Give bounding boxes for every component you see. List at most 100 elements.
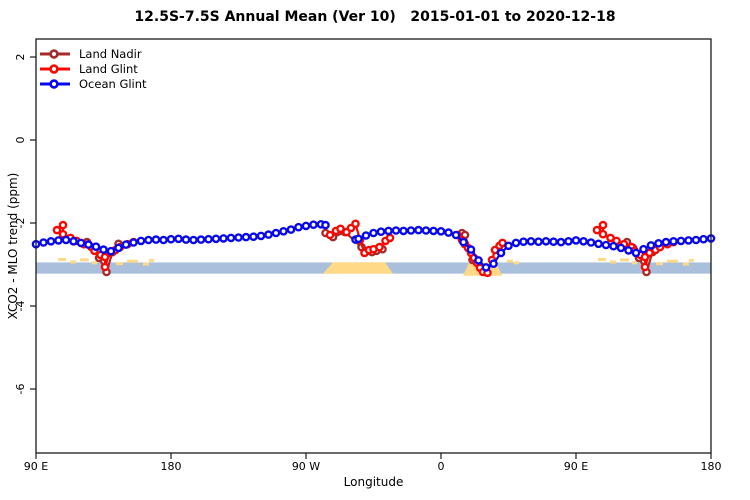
legend-label: Land Glint	[79, 61, 138, 76]
data-point-marker	[406, 226, 416, 235]
data-point-marker	[444, 228, 453, 237]
island-mark	[127, 259, 138, 263]
data-point-marker	[511, 238, 521, 248]
data-point-marker	[351, 219, 360, 229]
ocean-glint-marker-icon	[40, 78, 70, 89]
legend-label: Land Nadir	[79, 46, 142, 61]
data-point-marker	[375, 242, 384, 252]
legend-label: Ocean Glint	[79, 76, 147, 91]
data-point-marker	[399, 226, 408, 236]
data-point-marker	[121, 240, 131, 249]
data-point-marker	[436, 226, 446, 236]
data-point-marker	[598, 229, 608, 239]
legend-circle	[49, 63, 59, 74]
data-point-marker	[136, 236, 146, 246]
legend-item-ocean-glint: Ocean Glint	[39, 76, 147, 91]
data-point-marker	[601, 240, 611, 250]
legend-circle	[49, 48, 59, 59]
data-point-marker	[354, 234, 363, 244]
data-point-marker	[91, 242, 101, 251]
x-axis-ticks: 90 E 180 90 W 0 90 E 180	[24, 453, 722, 473]
island-mark	[149, 258, 154, 262]
island-mark	[507, 259, 513, 263]
y-axis-label: XCO2 - MLO trend (ppm)	[6, 172, 20, 320]
data-point-marker	[556, 237, 566, 247]
land-patch-south-america	[323, 262, 393, 274]
data-point-marker	[639, 244, 648, 254]
chart-title: 12.5S-7.5S Annual Mean (Ver 10) 2015-01-…	[134, 9, 616, 25]
legend: Land Nadir Land Glint Ocean Glint	[39, 46, 147, 91]
island-mark	[116, 262, 123, 266]
land-nadir-marker-icon	[40, 48, 70, 59]
data-point-marker	[549, 237, 558, 246]
data-point-marker	[181, 235, 191, 244]
data-point-marker	[414, 225, 423, 235]
data-point-marker	[571, 236, 581, 245]
x-tick-label: 0	[438, 460, 445, 473]
data-point-marker	[385, 233, 395, 243]
data-point-marker	[361, 231, 371, 240]
data-point-marker	[189, 235, 198, 245]
land-glint-marker-icon	[40, 63, 70, 74]
data-point-marker	[264, 230, 273, 239]
data-point-marker	[151, 235, 161, 244]
data-point-marker	[631, 248, 641, 258]
legend-item-land-nadir: Land Nadir	[39, 46, 147, 61]
data-point-marker	[598, 220, 608, 230]
x-tick-label: 90 E	[24, 460, 48, 473]
data-point-marker	[586, 238, 596, 247]
data-point-marker	[76, 238, 86, 248]
y-tick-label: 2	[14, 54, 27, 61]
island-mark	[79, 258, 89, 262]
data-point-marker	[241, 232, 251, 242]
data-point-marker	[691, 235, 701, 245]
data-point-marker	[496, 248, 506, 258]
data-point-marker	[99, 245, 108, 254]
data-point-marker	[204, 234, 213, 244]
data-point-marker	[226, 233, 236, 243]
data-point-marker	[69, 236, 78, 246]
legend-item-land-glint: Land Glint	[39, 61, 147, 76]
data-point-marker	[219, 234, 228, 243]
data-point-marker	[166, 234, 176, 244]
data-point-marker	[466, 245, 476, 254]
data-point-marker	[624, 246, 633, 255]
data-point-marker	[391, 226, 401, 235]
data-point-marker	[579, 236, 588, 246]
ocean-glint-series	[31, 219, 716, 272]
data-point-marker	[661, 237, 671, 247]
data-point-marker	[336, 224, 345, 234]
plot-border	[35, 38, 712, 454]
data-point-marker	[684, 236, 693, 245]
island-mark	[514, 261, 519, 265]
data-point-marker	[39, 238, 48, 247]
island-mark	[656, 262, 663, 266]
data-point-marker	[196, 235, 206, 244]
island-mark	[682, 262, 689, 266]
x-tick-label: 90 E	[564, 460, 588, 473]
island-mark	[58, 258, 67, 261]
data-point-marker	[61, 235, 71, 245]
island-mark	[143, 262, 149, 266]
data-point-marker	[640, 262, 650, 272]
data-point-marker	[646, 241, 656, 250]
data-point-marker	[271, 228, 281, 238]
y-tick-label: 0	[14, 137, 27, 144]
island-mark	[688, 258, 694, 262]
island-mark	[632, 261, 637, 265]
data-point-marker	[309, 220, 318, 229]
y-axis-ticks: 2 0 -2 -4 -6	[14, 54, 36, 395]
data-point-marker	[429, 226, 438, 236]
data-point-marker	[609, 241, 618, 251]
x-tick-label: 90 W	[292, 460, 320, 473]
data-point-marker	[144, 235, 153, 245]
data-point-marker	[286, 225, 296, 234]
data-point-marker	[159, 235, 168, 245]
data-point-marker	[481, 263, 491, 272]
data-point-marker	[114, 243, 123, 253]
data-point-marker	[301, 221, 311, 231]
y-tick-label: -6	[14, 384, 27, 395]
data-point-marker	[564, 236, 573, 246]
